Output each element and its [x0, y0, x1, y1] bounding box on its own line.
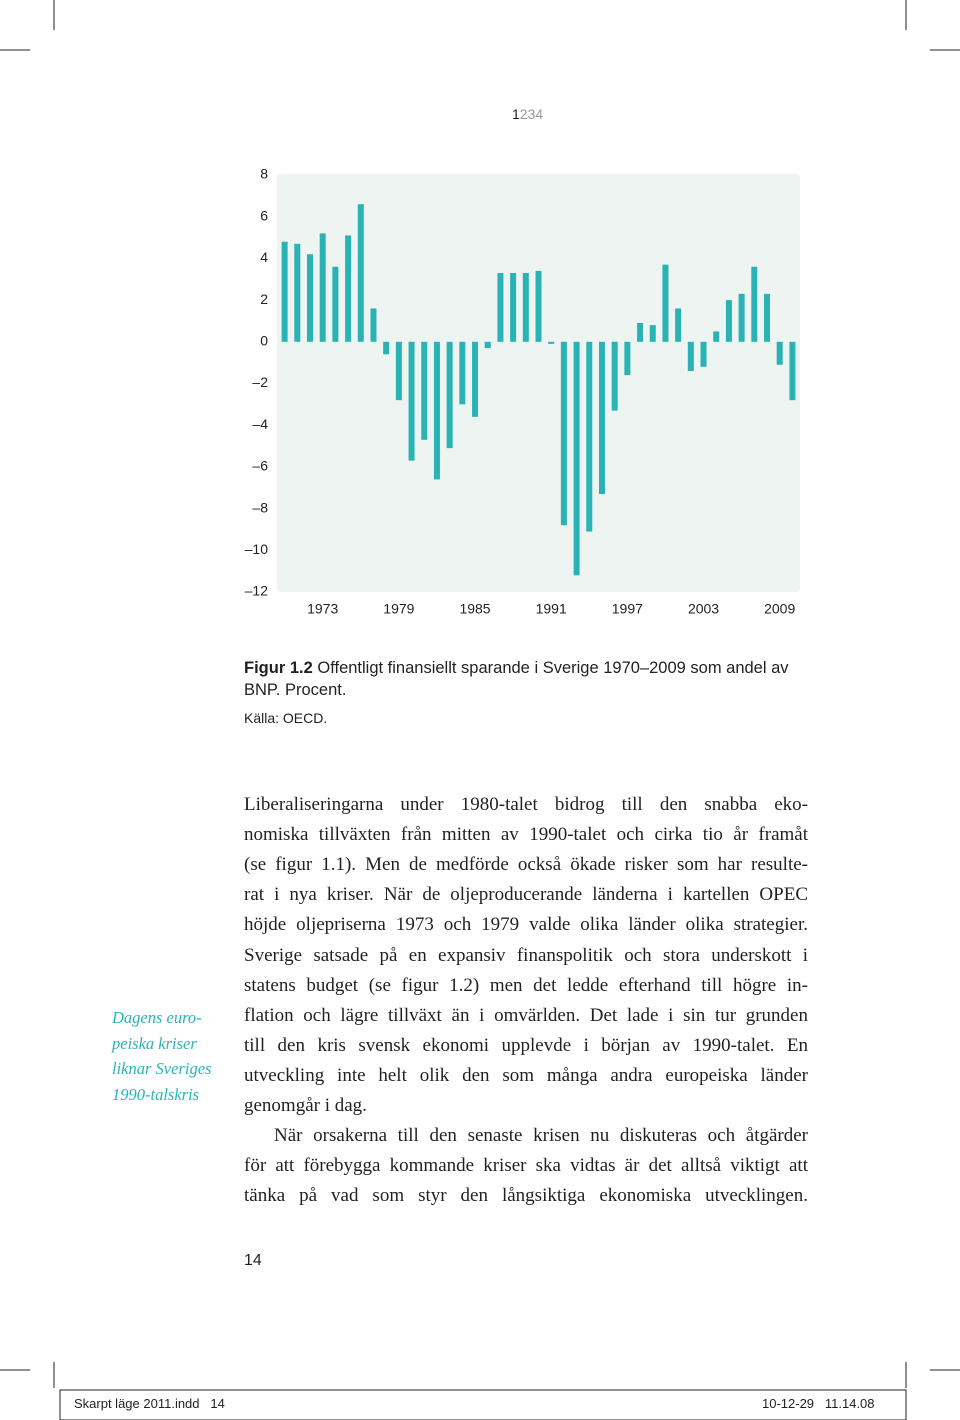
y-tick-label: 4: [260, 249, 268, 265]
bar: [649, 325, 656, 342]
y-tick-label: 2: [260, 291, 268, 307]
caption-label: Figur 1.2: [244, 659, 313, 677]
margin-note-line: peiska kriser: [112, 1033, 197, 1053]
y-tick-label: –12: [245, 583, 269, 599]
bar: [751, 266, 758, 342]
bar: [522, 272, 529, 342]
margin-note-line: Dagens euro-: [112, 1008, 202, 1027]
y-tick-label: –6: [252, 458, 268, 474]
bar: [357, 204, 364, 342]
bar: [598, 341, 605, 495]
footer-timestamp: 10-12-29 11.14.08: [762, 1396, 875, 1411]
bar: [687, 341, 694, 371]
body-line: rat i nya kriser. När de oljeproducerand…: [244, 884, 808, 906]
bar: [446, 341, 453, 449]
x-tick-label: 1991: [536, 601, 567, 617]
bar: [776, 341, 783, 365]
footer-box: [59, 1389, 907, 1420]
body-line: statens budget (se figur 1.2) men det le…: [244, 974, 808, 996]
page-marker: 1234: [512, 106, 543, 122]
y-tick-label: 8: [260, 166, 268, 182]
caption-source: Källa: OECD.: [244, 710, 328, 726]
bar: [281, 241, 288, 342]
body-line: till den kris svensk ekonomi upplevde i …: [244, 1034, 808, 1056]
body-line: Sverige satsade på en expansiv finanspol…: [244, 944, 808, 966]
x-tick-label: 1985: [459, 601, 490, 617]
bar: [510, 272, 517, 342]
bar: [789, 341, 796, 401]
x-tick-label: 1979: [383, 601, 414, 617]
bar: [738, 293, 745, 342]
bar: [421, 341, 428, 440]
bar: [459, 341, 466, 405]
body-line: När orsakerna till den senaste krisen nu…: [274, 1125, 808, 1147]
caption-text: BNP. Procent.: [244, 681, 347, 699]
body-line: höjde oljepriserna 1973 och 1979 valde o…: [244, 914, 808, 936]
bar: [319, 233, 326, 342]
bar: [395, 341, 402, 401]
bar: [700, 341, 707, 367]
body-line: utveckling inte helt olik den som många …: [244, 1064, 808, 1086]
y-tick-label: –2: [252, 374, 268, 390]
body-line: nomiska tillväxten från mitten av 1990-t…: [244, 824, 808, 846]
caption-text: Offentligt finansiellt sparande i Sverig…: [317, 659, 789, 677]
plot-background: [277, 174, 800, 592]
body-line: tänka på vad som styr den långsiktiga ek…: [244, 1185, 808, 1207]
bar: [332, 266, 339, 342]
page-marker-rest: 234: [519, 106, 544, 122]
x-tick-label: 1973: [307, 601, 338, 617]
bar: [573, 341, 580, 576]
bar: [497, 272, 504, 342]
x-tick-label: 2003: [688, 601, 719, 617]
body-line: för att förebygga kommande kriser ska vi…: [244, 1155, 808, 1177]
bar: [535, 270, 542, 342]
bar: [345, 235, 352, 342]
bar: [725, 300, 732, 342]
bar: [307, 254, 314, 342]
body-line: flation och lägre tillväxt än i omvärlde…: [244, 1004, 808, 1026]
bar: [713, 331, 720, 342]
body-line: genomgår i dag.: [244, 1095, 367, 1116]
body-line: (se figur 1.1). Men de medförde också ök…: [244, 854, 808, 876]
bar: [548, 341, 555, 344]
bar: [433, 341, 440, 480]
bar: [611, 341, 618, 411]
bar: [763, 293, 770, 342]
margin-note-line: liknar Sveriges: [112, 1059, 212, 1078]
y-tick-label: –10: [245, 541, 269, 557]
page-marker-current: 1: [512, 106, 520, 122]
bar: [383, 341, 390, 355]
caption: Figur 1.2 Offentligt finansiellt sparand…: [244, 659, 789, 678]
bar: [408, 341, 415, 461]
body-line: Liberaliseringarna under 1980-talet bidr…: [244, 794, 808, 815]
x-tick-label: 2009: [764, 601, 795, 617]
y-tick-label: 6: [260, 207, 268, 223]
margin-note-line: 1990-talskris: [112, 1084, 200, 1104]
bar: [472, 341, 479, 417]
page-number: 14: [244, 1252, 262, 1269]
bar: [370, 308, 377, 342]
y-tick-label: –8: [252, 499, 268, 515]
y-tick-label: 0: [260, 333, 268, 349]
bar: [624, 341, 631, 376]
bar: [586, 341, 593, 532]
bar: [662, 264, 669, 342]
footer-file: Skarpt läge 2011.indd 14: [74, 1396, 225, 1411]
y-tick-label: –4: [252, 416, 268, 432]
bar: [637, 323, 644, 342]
bar: [560, 341, 567, 526]
bar: [294, 243, 301, 342]
bar: [675, 308, 682, 342]
bar: [484, 341, 491, 349]
x-tick-label: 1997: [612, 601, 643, 617]
